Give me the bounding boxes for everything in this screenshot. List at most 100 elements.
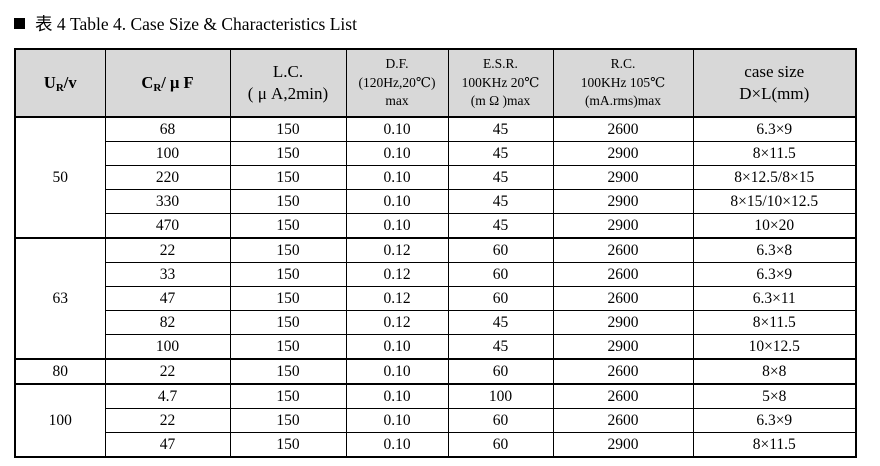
esr-cell: 45 <box>447 165 554 190</box>
col-header-dissipation-factor: D.F. (120Hz,20℃) max <box>345 48 449 118</box>
case-size-cell: 6.3×9 <box>692 116 857 142</box>
leakage-current-cell: 150 <box>229 262 347 287</box>
ripple-current-cell: 2900 <box>552 310 694 335</box>
rated-voltage-cell: 63 <box>14 237 106 360</box>
case-size-cell: 10×20 <box>692 213 857 239</box>
case-size-cell: 6.3×11 <box>692 286 857 311</box>
esr-line1: E.S.R. <box>483 55 518 71</box>
dissipation-factor-cell: 0.10 <box>345 116 449 142</box>
col-header-capacitance: CR/ μ F <box>104 48 231 118</box>
dissipation-factor-cell: 0.10 <box>345 213 449 239</box>
esr-cell: 45 <box>447 189 554 214</box>
case-line2: D×L(mm) <box>739 84 810 103</box>
esr-cell: 60 <box>447 432 554 458</box>
leakage-current-cell: 150 <box>229 116 347 142</box>
esr-cell: 60 <box>447 408 554 433</box>
table-row: 100 150 0.10 45 2900 8×11.5 <box>15 141 857 166</box>
capacitance-cell: 82 <box>104 310 231 335</box>
col-header-leakage-current: L.C. ( μ A,2min) <box>229 48 347 118</box>
table-row: 50 68 150 0.10 45 2600 6.3×9 <box>14 116 857 239</box>
ripple-current-cell: 2900 <box>552 189 694 214</box>
capacitance-cell: 47 <box>104 432 231 458</box>
dissipation-factor-cell: 0.10 <box>345 383 449 409</box>
dissipation-factor-cell: 0.10 <box>345 358 449 385</box>
dissipation-factor-cell: 0.12 <box>345 237 449 263</box>
header-row: UR/v CR/ μ F L.C. ( μ A,2min) D.F. (120H… <box>14 48 857 118</box>
dissipation-factor-cell: 0.10 <box>345 334 449 360</box>
ripple-current-cell: 2900 <box>552 165 694 190</box>
dissipation-factor-cell: 0.10 <box>345 141 449 166</box>
col-header-rated-voltage: UR/v <box>14 48 106 118</box>
col-header-esr: E.S.R. 100KHz 20℃ (m Ω )max <box>447 48 554 118</box>
df-line1: D.F. <box>385 55 409 71</box>
leakage-current-cell: 150 <box>229 141 347 166</box>
case-size-cell: 8×11.5 <box>692 432 857 458</box>
dissipation-factor-cell: 0.12 <box>345 262 449 287</box>
leakage-current-cell: 150 <box>229 334 347 360</box>
leakage-current-cell: 150 <box>229 286 347 311</box>
table-row: 100 150 0.10 45 2900 10×12.5 <box>15 334 857 360</box>
cr-base: C <box>141 72 154 92</box>
capacitance-cell: 330 <box>104 189 231 214</box>
dissipation-factor-cell: 0.12 <box>345 286 449 311</box>
case-size-cell: 6.3×9 <box>692 408 857 433</box>
leakage-current-cell: 150 <box>229 310 347 335</box>
col-header-ripple-current: R.C. 100KHz 105℃ (mA.rms)max <box>552 48 694 118</box>
ripple-current-cell: 2600 <box>552 237 694 263</box>
dissipation-factor-cell: 0.12 <box>345 310 449 335</box>
dissipation-factor-cell: 0.10 <box>345 165 449 190</box>
df-line3: max <box>385 93 409 109</box>
table-body: 50 68 150 0.10 45 2600 6.3×9 100 150 0.10 45 2900 8×… <box>14 116 857 458</box>
cr-unit: / μ F <box>161 72 194 92</box>
capacitance-cell: 470 <box>104 213 231 239</box>
table-title-text: 表 4 Table 4. Case Size & Characteristics… <box>35 13 357 34</box>
table-row: 80 22 150 0.10 60 2600 8×8 <box>14 358 857 385</box>
table-row: 82 150 0.12 45 2900 8×11.5 <box>15 310 857 335</box>
esr-cell: 45 <box>447 116 554 142</box>
table-row: 220 150 0.10 45 2900 8×12.5/8×15 <box>15 165 857 190</box>
leakage-current-cell: 150 <box>229 213 347 239</box>
case-size-cell: 5×8 <box>692 383 857 409</box>
rc-line3: (mA.rms)max <box>584 93 662 109</box>
esr-cell: 100 <box>447 383 554 409</box>
leakage-current-cell: 150 <box>229 189 347 214</box>
table-row: 470 150 0.10 45 2900 10×20 <box>15 213 857 239</box>
ripple-current-cell: 2900 <box>552 432 694 458</box>
capacitance-cell: 22 <box>104 237 231 263</box>
case-size-cell: 8×11.5 <box>692 310 857 335</box>
table-title: 表 4 Table 4. Case Size & Characteristics… <box>14 9 880 37</box>
dissipation-factor-cell: 0.10 <box>345 408 449 433</box>
rc-line2: 100KHz 105℃ <box>580 74 666 90</box>
capacitance-cell: 68 <box>104 116 231 142</box>
lc-line2: ( μ A,2min) <box>247 84 329 103</box>
capacitance-cell: 22 <box>104 408 231 433</box>
cr-subscript: R <box>153 81 162 94</box>
esr-cell: 60 <box>447 358 554 385</box>
case-size-cell: 8×8 <box>692 358 857 385</box>
leakage-current-cell: 150 <box>229 408 347 433</box>
esr-line2: 100KHz 20℃ <box>461 74 540 90</box>
ripple-current-cell: 2600 <box>552 408 694 433</box>
ripple-current-cell: 2600 <box>552 116 694 142</box>
leakage-current-cell: 150 <box>229 165 347 190</box>
esr-cell: 45 <box>447 310 554 335</box>
case-size-cell: 8×11.5 <box>692 141 857 166</box>
capacitance-cell: 100 <box>104 141 231 166</box>
ur-unit: /v <box>63 72 77 92</box>
leakage-current-cell: 150 <box>229 432 347 458</box>
table-row: 33 150 0.12 60 2600 6.3×9 <box>15 262 857 287</box>
case-size-cell: 8×15/10×12.5 <box>692 189 857 214</box>
table-row: 22 150 0.10 60 2600 6.3×9 <box>15 408 857 433</box>
rated-voltage-cell: 100 <box>14 383 106 458</box>
capacitance-cell: 4.7 <box>104 383 231 409</box>
ripple-current-cell: 2600 <box>552 286 694 311</box>
ripple-current-cell: 2900 <box>552 213 694 239</box>
table-row: 330 150 0.10 45 2900 8×15/10×12.5 <box>15 189 857 214</box>
col-header-case-size: case size D×L(mm) <box>692 48 857 118</box>
table-row: 100 4.7 150 0.10 100 2600 5×8 <box>14 383 857 458</box>
case-size-cell: 10×12.5 <box>692 334 857 360</box>
ripple-current-cell: 2600 <box>552 358 694 385</box>
rated-voltage-cell: 50 <box>14 116 106 239</box>
case-size-cell: 8×12.5/8×15 <box>692 165 857 190</box>
